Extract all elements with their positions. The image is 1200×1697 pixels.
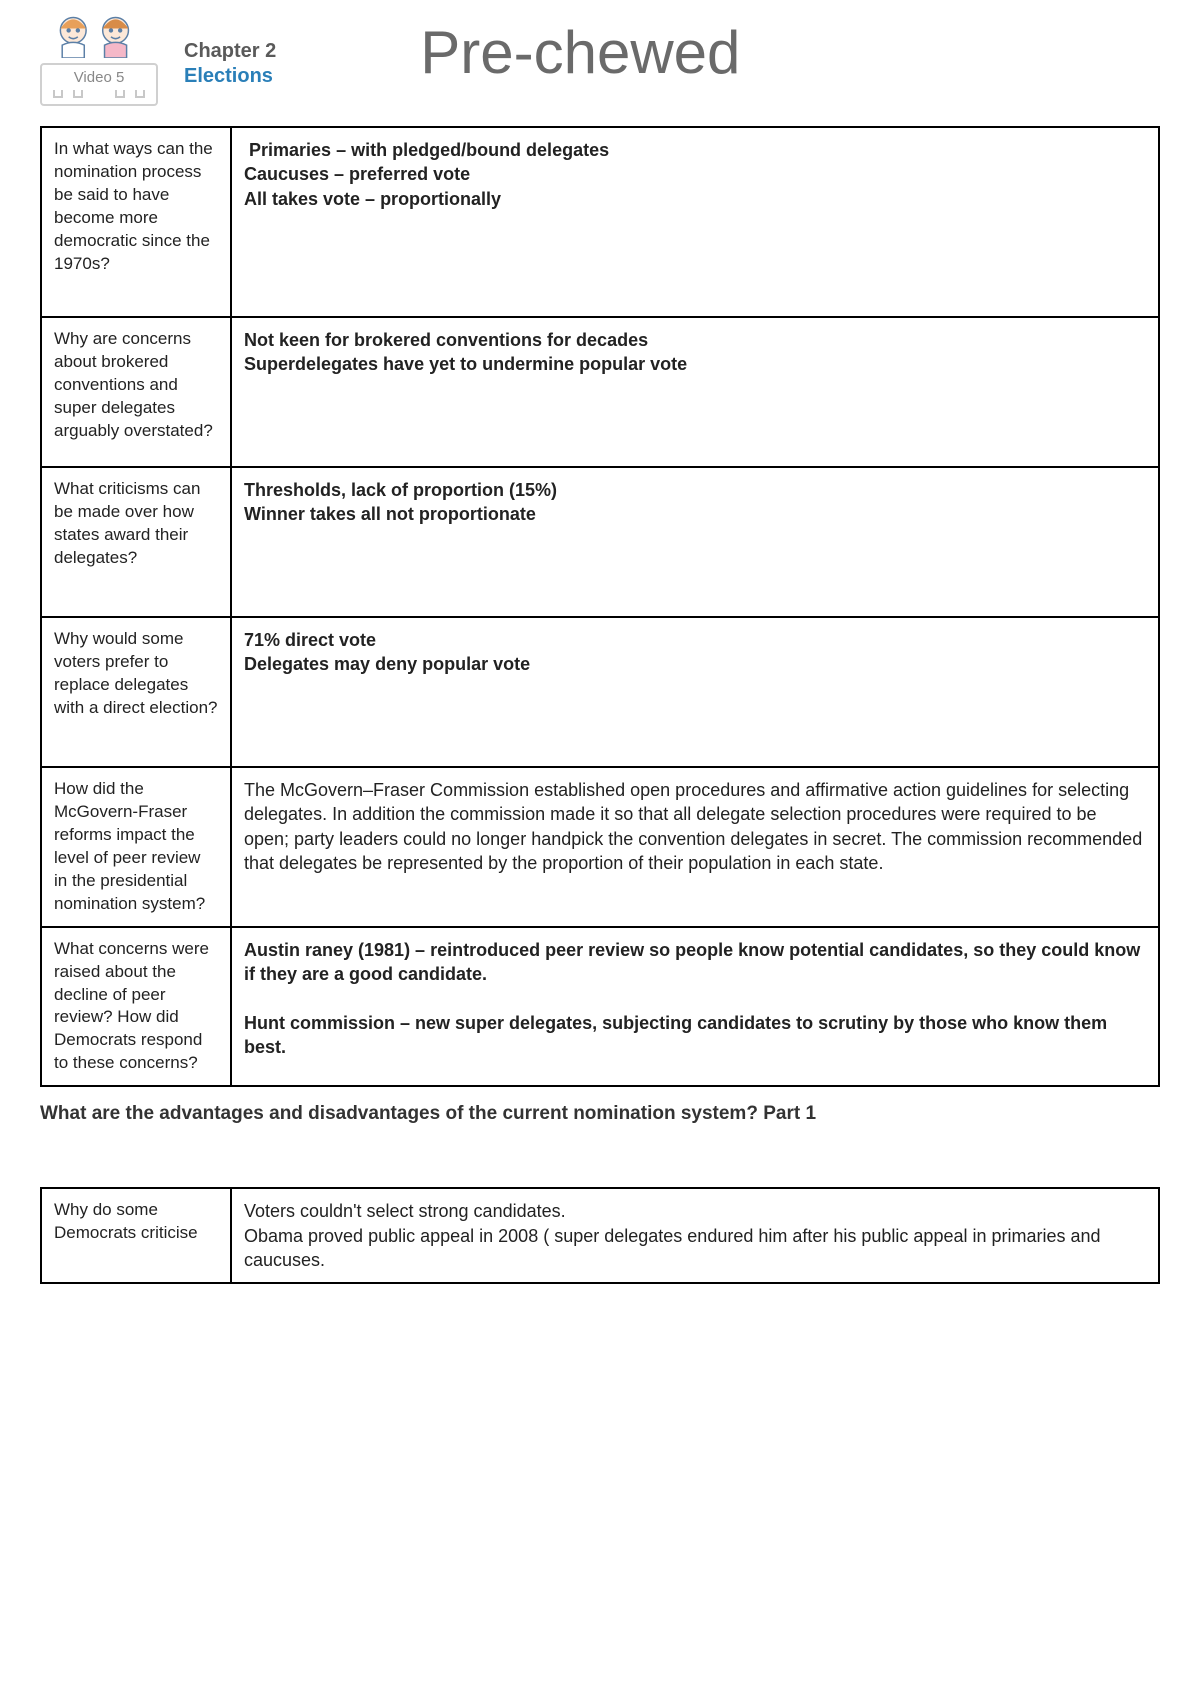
question-cell: What concerns were raised about the decl…: [41, 927, 231, 1087]
question-cell: Why do some Democrats criticise: [41, 1188, 231, 1283]
video-card-ticks: [42, 90, 156, 104]
chapter-block: Chapter 2 Elections: [184, 12, 276, 88]
video-card: Video 5: [40, 63, 158, 106]
qa-table-1: In what ways can the nomination process …: [40, 126, 1160, 1087]
question-cell: Why are concerns about brokered conventi…: [41, 317, 231, 467]
table-row: Why would some voters prefer to replace …: [41, 617, 1159, 767]
question-cell: In what ways can the nomination process …: [41, 127, 231, 317]
table-row: In what ways can the nomination process …: [41, 127, 1159, 317]
table-row: What concerns were raised about the decl…: [41, 927, 1159, 1087]
table-row: How did the McGovern-Fraser reforms impa…: [41, 767, 1159, 927]
table-row: Why are concerns about brokered conventi…: [41, 317, 1159, 467]
document-page: Video 5 Chapter 2 Elections Pre-chewed I…: [0, 0, 1200, 1340]
table-row: What criticisms can be made over how sta…: [41, 467, 1159, 617]
qa-table-2: Why do some Democrats criticiseVoters co…: [40, 1187, 1160, 1284]
question-cell: Why would some voters prefer to replace …: [41, 617, 231, 767]
section-heading: What are the advantages and disadvantage…: [40, 1103, 1160, 1125]
spacer: [40, 1133, 1160, 1187]
question-cell: What criticisms can be made over how sta…: [41, 467, 231, 617]
answer-cell: Not keen for brokered conventions for de…: [231, 317, 1159, 467]
question-cell: How did the McGovern-Fraser reforms impa…: [41, 767, 231, 927]
answer-cell: Voters couldn't select strong candidates…: [231, 1188, 1159, 1283]
brand-title: Pre-chewed: [300, 12, 1160, 87]
page-header: Video 5 Chapter 2 Elections Pre-chewed: [40, 12, 1160, 106]
answer-cell: Austin raney (1981) – reintroduced peer …: [231, 927, 1159, 1087]
answer-cell: Thresholds, lack of proportion (15%) Win…: [231, 467, 1159, 617]
chapter-label: Chapter 2: [184, 40, 276, 63]
answer-cell: 71% direct vote Delegates may deny popul…: [231, 617, 1159, 767]
answer-cell: Primaries – with pledged/bound delegates…: [231, 127, 1159, 317]
logo-block: Video 5: [40, 12, 160, 106]
table-row: Why do some Democrats criticiseVoters co…: [41, 1188, 1159, 1283]
kids-logo-icon: [40, 12, 158, 58]
answer-cell: The McGovern–Fraser Commission establish…: [231, 767, 1159, 927]
chapter-topic: Elections: [184, 65, 276, 88]
video-label: Video 5: [42, 65, 156, 90]
